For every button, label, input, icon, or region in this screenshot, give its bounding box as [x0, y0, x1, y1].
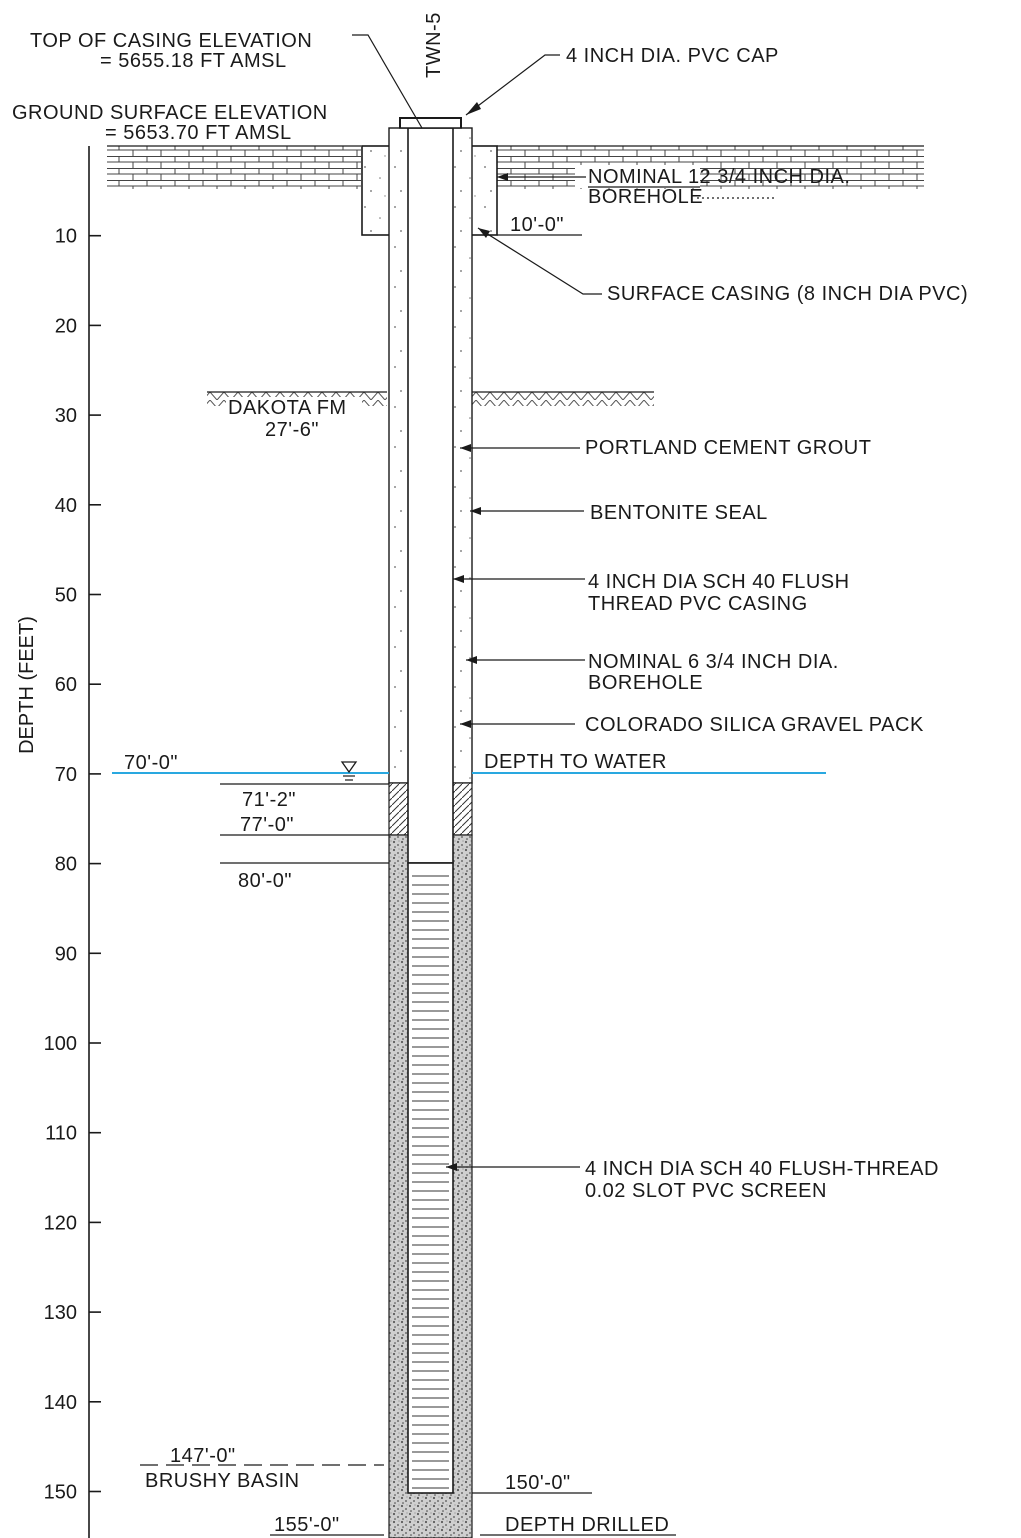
screen-label-1: 4 INCH DIA SCH 40 FLUSH-THREAD	[585, 1158, 939, 1180]
depth-axis: 10 20 30 40 50 60 70 80 90 100 110 120 130 140 150 DEP…	[16, 146, 101, 1538]
seal-bottom-depth-mark: 77'-0"	[240, 814, 294, 836]
depth-tick-label: 90	[55, 943, 77, 965]
cap-leader	[465, 54, 560, 116]
depth-tick-label: 60	[55, 674, 77, 696]
ground-surface-value: = 5653.70 FT AMSL	[105, 122, 292, 144]
depth-tick-label: 30	[55, 405, 77, 427]
water-depth-mark: 70'-0"	[124, 752, 178, 774]
pvc-screen	[407, 862, 454, 1494]
grout-label: PORTLAND CEMENT GROUT	[585, 437, 871, 459]
brushy-basin-label: BRUSHY BASIN	[145, 1470, 300, 1492]
dakota-formation-band	[207, 391, 654, 417]
depth-tick-label: 20	[55, 315, 77, 337]
surface-casing-leader	[477, 227, 602, 295]
top-of-casing-leader	[352, 34, 423, 129]
bentonite-label: BENTONITE SEAL	[590, 502, 768, 524]
screen-slots	[412, 875, 449, 1489]
depth-tick-label: 10	[55, 226, 77, 248]
screen-top-depth-mark: 80'-0"	[238, 870, 292, 892]
borehole-label-2: BOREHOLE	[588, 672, 703, 694]
casing-label-2: THREAD PVC CASING	[588, 593, 808, 615]
pvc-casing	[407, 127, 454, 864]
depth-axis-title: DEPTH (FEET)	[16, 616, 38, 754]
depth-tick-label: 40	[55, 495, 77, 517]
surface-casing-depth-label: 10'-0"	[510, 214, 564, 236]
dakota-formation-depth: 27'-6"	[265, 419, 319, 441]
depth-tick-label: 70	[55, 764, 77, 786]
depth-tick-label: 150	[44, 1482, 77, 1504]
seal-top-depth-mark: 71'-2"	[242, 789, 296, 811]
depth-to-water-label: DEPTH TO WATER	[484, 751, 667, 773]
dakota-formation-label: DAKOTA FM	[228, 397, 347, 419]
surface-borehole-label-1: NOMINAL 12 3/4 INCH DIA.	[588, 166, 850, 188]
cap-label: 4 INCH DIA. PVC CAP	[566, 45, 779, 67]
gravel-pack-label: COLORADO SILICA GRAVEL PACK	[585, 714, 924, 736]
depth-tick-label: 50	[55, 585, 77, 607]
screen-label-2: 0.02 SLOT PVC SCREEN	[585, 1180, 827, 1202]
brushy-basin-depth: 147'-0"	[170, 1445, 236, 1467]
surface-borehole-label-2: BOREHOLE	[588, 186, 703, 208]
depth-drilled-label: DEPTH DRILLED	[505, 1514, 669, 1536]
depth-tick-label: 110	[45, 1123, 77, 1145]
depth-tick-label: 130	[44, 1302, 77, 1324]
depth-tick-label: 140	[44, 1392, 77, 1414]
ground-surface-fill	[107, 145, 924, 189]
pvc-cap	[399, 117, 462, 128]
borehole-label-1: NOMINAL 6 3/4 INCH DIA.	[588, 651, 839, 673]
top-of-casing-value: = 5655.18 FT AMSL	[100, 50, 287, 72]
total-depth-mark: 155'-0"	[274, 1514, 340, 1536]
depth-tick-label: 100	[44, 1033, 77, 1055]
depth-tick-label: 120	[44, 1212, 77, 1234]
water-level-symbol	[340, 761, 358, 781]
ground-surface-label: GROUND SURFACE ELEVATION	[12, 102, 328, 124]
casing-label-1: 4 INCH DIA SCH 40 FLUSH	[588, 571, 850, 593]
top-of-casing-label: TOP OF CASING ELEVATION	[30, 30, 312, 52]
screen-bottom-depth-mark: 150'-0"	[505, 1472, 571, 1494]
well-id-label: TWN-5	[423, 12, 445, 78]
depth-tick-label: 80	[55, 854, 77, 876]
surface-casing-label: SURFACE CASING (8 INCH DIA PVC)	[607, 283, 968, 305]
